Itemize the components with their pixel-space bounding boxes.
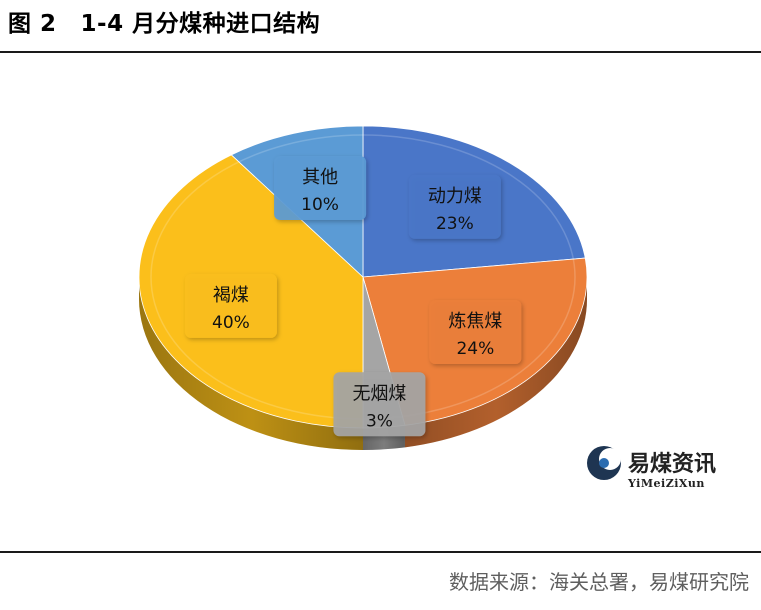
- pie-labels: 动力煤 23% 炼焦煤 24% 无烟煤 3% 褐煤 40% 其他 10%: [184, 155, 522, 437]
- bottom-divider: [0, 551, 761, 553]
- pie-label-name-2: 无烟煤: [352, 383, 406, 404]
- pie-label-box-2: [333, 372, 426, 437]
- pie-label-value-3: 40%: [212, 313, 250, 333]
- pie-label-1: 炼焦煤 24%: [429, 300, 522, 365]
- pie-label-value-0: 23%: [436, 214, 474, 234]
- pie-label-name-0: 动力煤: [428, 186, 482, 207]
- pie-root: 动力煤 23% 炼焦煤 24% 无烟煤 3% 褐煤 40% 其他 10%: [138, 125, 588, 450]
- pie-label-value-1: 24%: [456, 339, 494, 359]
- pie-chart: 动力煤 23% 炼焦煤 24% 无烟煤 3% 褐煤 40% 其他 10% 易煤资讯 YiMeiZi…: [138, 125, 716, 490]
- pie-label-box-0: [408, 174, 501, 239]
- pie-label-box-1: [429, 300, 522, 365]
- pie-label-name-3: 褐煤: [213, 285, 249, 306]
- watermark-logo: 易煤资讯 YiMeiZiXun: [587, 446, 716, 490]
- chart-title: 图 2 1-4 月分煤种进口结构: [8, 4, 320, 44]
- pie-label-box-3: [184, 273, 277, 338]
- pie-label-name-4: 其他: [302, 167, 338, 188]
- watermark-name-en: YiMeiZiXun: [627, 477, 705, 490]
- data-source: 数据来源：海关总署，易煤研究院: [449, 570, 749, 594]
- top-divider: [0, 51, 761, 53]
- figure-number: 图 2: [8, 11, 57, 37]
- pie-label-0: 动力煤 23%: [408, 174, 501, 239]
- watermark-name: 易煤资讯: [628, 451, 716, 477]
- figure-title: 1-4 月分煤种进口结构: [80, 11, 321, 37]
- pie-label-value-4: 10%: [301, 195, 339, 215]
- pie-label-2: 无烟煤 3%: [333, 372, 426, 437]
- pie-label-value-2: 3%: [366, 411, 393, 431]
- pie-label-3: 褐煤 40%: [184, 273, 277, 338]
- pie-label-box-4: [274, 155, 367, 220]
- pie-label-4: 其他 10%: [274, 155, 367, 220]
- pie-label-name-1: 炼焦煤: [448, 311, 502, 332]
